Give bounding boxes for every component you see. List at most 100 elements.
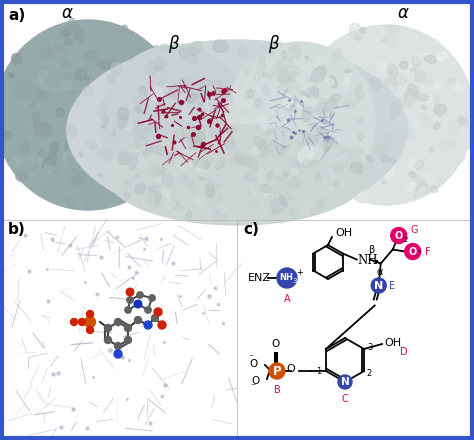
Circle shape xyxy=(104,325,111,331)
Ellipse shape xyxy=(191,82,194,87)
Ellipse shape xyxy=(412,58,420,66)
Ellipse shape xyxy=(97,61,113,69)
Text: O: O xyxy=(272,339,280,349)
Ellipse shape xyxy=(230,125,233,131)
Ellipse shape xyxy=(133,119,139,123)
Ellipse shape xyxy=(32,64,46,76)
Ellipse shape xyxy=(148,166,160,177)
Ellipse shape xyxy=(102,115,109,123)
Ellipse shape xyxy=(230,149,245,166)
Ellipse shape xyxy=(121,120,128,127)
Ellipse shape xyxy=(244,65,252,76)
Ellipse shape xyxy=(192,219,196,222)
Ellipse shape xyxy=(337,91,343,99)
Ellipse shape xyxy=(88,145,100,160)
Circle shape xyxy=(391,227,407,243)
Ellipse shape xyxy=(253,138,260,146)
Ellipse shape xyxy=(144,124,152,132)
Ellipse shape xyxy=(351,104,355,108)
Text: P: P xyxy=(273,364,281,378)
Ellipse shape xyxy=(165,89,181,102)
Ellipse shape xyxy=(40,81,48,92)
Circle shape xyxy=(269,363,285,379)
Ellipse shape xyxy=(316,103,329,115)
Ellipse shape xyxy=(335,46,340,51)
Ellipse shape xyxy=(415,182,428,194)
Ellipse shape xyxy=(170,188,177,198)
Ellipse shape xyxy=(79,152,83,157)
Ellipse shape xyxy=(267,121,273,128)
Ellipse shape xyxy=(300,149,305,155)
Ellipse shape xyxy=(66,90,74,94)
Ellipse shape xyxy=(260,176,268,185)
Ellipse shape xyxy=(379,125,386,130)
Ellipse shape xyxy=(122,91,127,95)
Ellipse shape xyxy=(196,87,204,98)
Ellipse shape xyxy=(193,78,198,85)
Text: +: + xyxy=(296,268,303,276)
Ellipse shape xyxy=(198,162,206,168)
Ellipse shape xyxy=(290,147,297,157)
Text: NH: NH xyxy=(279,272,293,282)
Ellipse shape xyxy=(327,150,342,164)
Ellipse shape xyxy=(228,135,238,143)
Ellipse shape xyxy=(16,171,27,181)
Ellipse shape xyxy=(251,53,261,63)
Ellipse shape xyxy=(320,54,324,59)
Circle shape xyxy=(145,307,151,313)
Ellipse shape xyxy=(149,184,160,193)
Ellipse shape xyxy=(78,138,84,148)
Ellipse shape xyxy=(144,66,155,75)
Ellipse shape xyxy=(182,47,190,52)
Ellipse shape xyxy=(201,94,207,99)
Ellipse shape xyxy=(60,30,71,37)
Ellipse shape xyxy=(293,210,297,218)
Ellipse shape xyxy=(213,90,224,98)
Ellipse shape xyxy=(265,73,273,79)
Ellipse shape xyxy=(191,154,200,162)
Ellipse shape xyxy=(209,85,219,92)
Text: β: β xyxy=(168,35,179,53)
Ellipse shape xyxy=(390,64,399,79)
Ellipse shape xyxy=(154,57,166,67)
Ellipse shape xyxy=(437,52,448,61)
Ellipse shape xyxy=(345,69,351,73)
Ellipse shape xyxy=(26,156,35,167)
Ellipse shape xyxy=(317,120,321,126)
Ellipse shape xyxy=(434,104,447,115)
Ellipse shape xyxy=(155,147,164,156)
Ellipse shape xyxy=(231,128,237,132)
Text: 1: 1 xyxy=(316,367,321,375)
Ellipse shape xyxy=(107,125,367,225)
Ellipse shape xyxy=(151,87,163,102)
Ellipse shape xyxy=(221,95,233,107)
Text: ⁻: ⁻ xyxy=(248,353,254,363)
Ellipse shape xyxy=(154,64,164,70)
Ellipse shape xyxy=(67,148,76,161)
Text: c): c) xyxy=(243,222,259,237)
Ellipse shape xyxy=(67,40,407,220)
Ellipse shape xyxy=(327,191,332,198)
Ellipse shape xyxy=(150,143,161,153)
Ellipse shape xyxy=(255,98,263,108)
Ellipse shape xyxy=(254,134,260,146)
Ellipse shape xyxy=(117,108,129,120)
Text: b): b) xyxy=(8,222,26,237)
Ellipse shape xyxy=(166,77,180,86)
Ellipse shape xyxy=(137,126,149,139)
Ellipse shape xyxy=(405,130,410,136)
Ellipse shape xyxy=(199,177,206,180)
Ellipse shape xyxy=(301,64,311,71)
Ellipse shape xyxy=(122,54,127,60)
Circle shape xyxy=(79,319,85,326)
Ellipse shape xyxy=(302,159,312,169)
Text: α: α xyxy=(398,4,409,22)
Ellipse shape xyxy=(347,60,359,73)
Ellipse shape xyxy=(370,77,382,90)
Ellipse shape xyxy=(64,38,72,45)
Ellipse shape xyxy=(181,174,189,185)
Ellipse shape xyxy=(185,137,198,148)
Ellipse shape xyxy=(392,64,404,72)
Ellipse shape xyxy=(132,125,146,136)
Ellipse shape xyxy=(136,143,140,148)
